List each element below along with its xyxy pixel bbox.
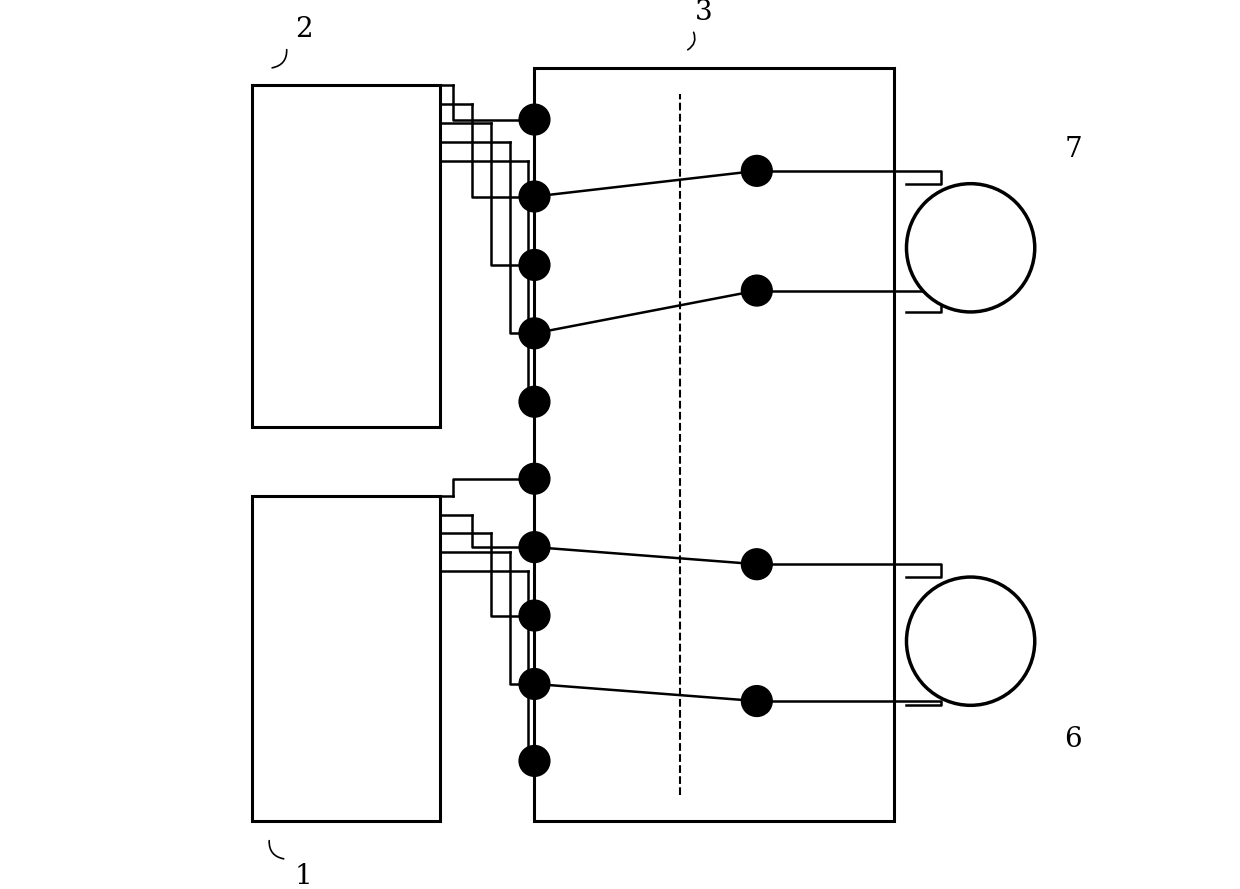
Text: 6: 6 (1064, 726, 1083, 753)
Text: 3: 3 (694, 0, 712, 26)
Bar (252, 496, 440, 821)
Circle shape (906, 184, 1034, 312)
Circle shape (520, 746, 549, 776)
Text: 1: 1 (295, 863, 312, 889)
Circle shape (742, 549, 773, 580)
Circle shape (520, 387, 549, 417)
Circle shape (520, 669, 549, 700)
Circle shape (520, 532, 549, 563)
Circle shape (520, 463, 549, 494)
Circle shape (742, 276, 773, 306)
Circle shape (520, 181, 549, 212)
Circle shape (520, 250, 549, 280)
Circle shape (520, 104, 549, 135)
Circle shape (520, 600, 549, 631)
Circle shape (742, 685, 773, 717)
Circle shape (742, 156, 773, 186)
Circle shape (906, 577, 1034, 705)
Text: 7: 7 (1064, 136, 1083, 163)
Bar (534, 68, 894, 821)
Circle shape (520, 318, 549, 348)
Text: 2: 2 (295, 16, 312, 44)
Bar (252, 85, 440, 428)
